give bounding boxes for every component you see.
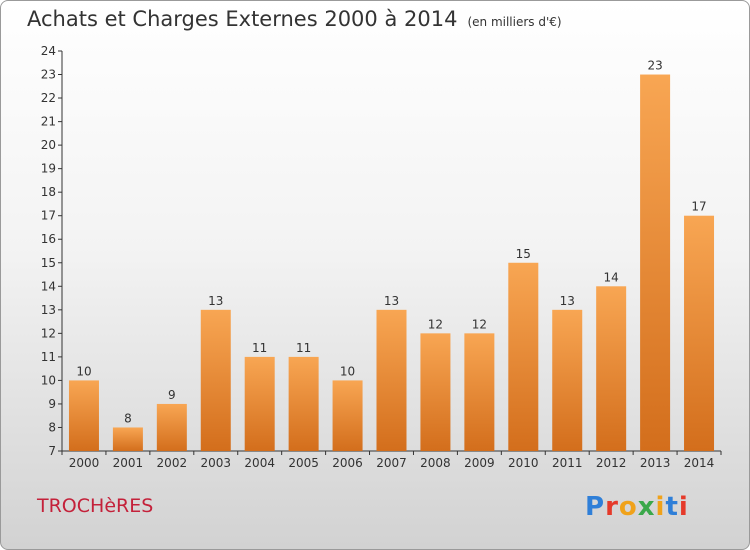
x-tick-label-2012: 2012	[596, 456, 627, 470]
y-tick-label: 24	[41, 44, 56, 58]
bar-2011	[552, 309, 583, 451]
bar-2006	[332, 380, 363, 451]
data-label-2010: 15	[516, 247, 531, 261]
data-label-2005: 11	[296, 341, 311, 355]
x-tick-label-2003: 2003	[200, 456, 231, 470]
x-tick-label-2008: 2008	[420, 456, 451, 470]
y-tick-label: 17	[41, 209, 56, 223]
y-tick-label: 23	[41, 68, 56, 82]
y-tick-label: 20	[41, 138, 56, 152]
data-label-2013: 23	[647, 59, 662, 73]
chart-subtitle: (en milliers d'€)	[467, 15, 562, 29]
y-tick-label: 9	[48, 397, 56, 411]
bar-2013	[640, 74, 671, 451]
data-label-2009: 12	[472, 317, 487, 331]
bar-2003	[200, 309, 231, 451]
proxiti-logo: Proxiti	[585, 492, 689, 522]
bar-2000	[68, 380, 99, 451]
y-tick-label: 11	[41, 350, 56, 364]
y-tick-label: 16	[41, 232, 56, 246]
logo-letter: P	[585, 492, 606, 522]
bar-2008	[420, 333, 451, 451]
data-label-2006: 10	[340, 364, 355, 378]
bar-2009	[464, 333, 495, 451]
x-tick-label-2000: 2000	[69, 456, 100, 470]
y-tick-label: 8	[48, 420, 56, 434]
x-tick-label-2002: 2002	[157, 456, 188, 470]
title-text: Achats et Charges Externes 2000 à 2014	[27, 7, 458, 31]
logo-letter: t	[665, 492, 679, 522]
x-tick-label-2010: 2010	[508, 456, 539, 470]
data-label-2008: 12	[428, 317, 443, 331]
logo-letter: x	[637, 492, 656, 522]
bar-2002	[156, 403, 187, 451]
data-label-2007: 13	[384, 294, 399, 308]
logo-letter: i	[655, 492, 666, 522]
data-label-2003: 13	[208, 294, 223, 308]
x-tick-label-2004: 2004	[244, 456, 275, 470]
y-tick-label: 12	[41, 326, 56, 340]
x-tick-label-2001: 2001	[113, 456, 144, 470]
bar-2005	[288, 356, 319, 451]
place-name: TROCHèRES	[37, 495, 154, 517]
bar-2007	[376, 309, 407, 451]
y-tick-label: 10	[41, 373, 56, 387]
data-label-2000: 10	[76, 364, 91, 378]
x-tick-label-2007: 2007	[376, 456, 407, 470]
bar-2012	[596, 286, 627, 451]
y-tick-label: 7	[48, 444, 56, 458]
data-label-2004: 11	[252, 341, 267, 355]
y-tick-label: 13	[41, 303, 56, 317]
x-tick-label-2005: 2005	[288, 456, 319, 470]
data-label-2011: 13	[560, 294, 575, 308]
bar-2001	[112, 427, 143, 451]
y-tick-label: 18	[41, 185, 56, 199]
data-label-2001: 8	[124, 411, 132, 425]
y-tick-label: 14	[41, 279, 56, 293]
x-tick-label-2014: 2014	[684, 456, 715, 470]
data-label-2002: 9	[168, 388, 176, 402]
y-tick-label: 19	[41, 162, 56, 176]
y-tick-label: 22	[41, 91, 56, 105]
x-tick-label-2009: 2009	[464, 456, 495, 470]
logo-letter: i	[678, 492, 689, 522]
chart-title: Achats et Charges Externes 2000 à 2014 (e…	[27, 7, 562, 31]
logo-letter: r	[605, 492, 619, 522]
x-tick-label-2006: 2006	[332, 456, 363, 470]
data-label-2012: 14	[604, 270, 619, 284]
data-label-2014: 17	[691, 200, 706, 214]
logo-letter: o	[618, 492, 638, 522]
bar-2004	[244, 356, 275, 451]
bar-2010	[508, 262, 539, 451]
y-tick-label: 21	[41, 115, 56, 129]
bar-2014	[684, 215, 715, 451]
x-tick-label-2011: 2011	[552, 456, 583, 470]
y-tick-label: 15	[41, 256, 56, 270]
x-tick-label-2013: 2013	[640, 456, 671, 470]
